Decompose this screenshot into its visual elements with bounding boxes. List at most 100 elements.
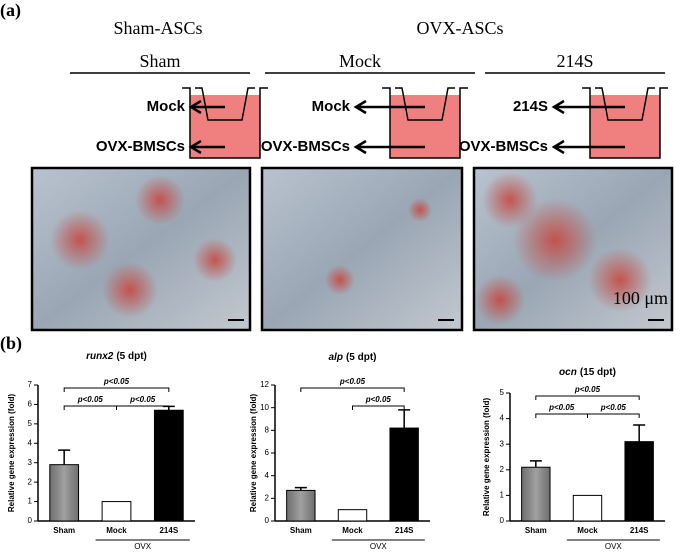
significance-bracket <box>116 405 170 410</box>
arrow <box>353 99 425 115</box>
insert-label: Mock <box>312 98 351 115</box>
error-bar <box>58 449 71 465</box>
significance-bracket <box>300 387 405 392</box>
significance-label: p<0.05 <box>600 403 627 412</box>
y-tick-label: 4 <box>500 414 505 423</box>
y-tick-label: 2 <box>265 493 270 502</box>
chart-title: runx2 (5 dpt) <box>86 351 147 362</box>
y-tick-label: 5 <box>28 419 33 428</box>
y-axis-label: Relative gene expression (fold) <box>482 398 491 517</box>
bar <box>389 427 419 522</box>
y-tick-label: 4 <box>265 471 270 480</box>
y-tick-label: 3 <box>28 458 33 467</box>
x-tick-label: 214S <box>159 526 178 535</box>
y-axis-label: Relative gene expression (fold) <box>249 394 258 513</box>
y-tick-label: 6 <box>28 400 33 409</box>
bar <box>153 409 184 522</box>
well <box>590 95 660 158</box>
gene-name: alp <box>329 352 343 363</box>
significance-bracket <box>63 387 170 392</box>
condition-label: Sham <box>139 51 180 71</box>
significance-label: p<0.05 <box>339 377 366 386</box>
group-label: Sham-ASCs <box>113 18 202 38</box>
arrow <box>353 139 425 155</box>
significance-label: p<0.05 <box>129 395 156 404</box>
condition-label: 214S <box>556 51 593 71</box>
x-tick-label: 214S <box>630 526 649 535</box>
y-tick-label: 6 <box>265 448 270 457</box>
condition-label: Mock <box>339 51 381 71</box>
well <box>190 95 260 158</box>
x-tick-label: Mock <box>106 526 127 535</box>
significance-label: p<0.05 <box>77 395 104 404</box>
group-label: OVX <box>605 542 623 551</box>
y-tick-label: 0 <box>265 516 270 525</box>
x-tick-label: Sham <box>290 526 312 535</box>
y-tick-label: 10 <box>260 403 269 412</box>
y-tick-label: 3 <box>500 439 505 448</box>
x-tick-label: Sham <box>53 526 75 535</box>
gene-name: runx2 <box>86 351 114 362</box>
bar <box>572 494 603 522</box>
gene-name: ocn <box>559 367 577 378</box>
well-label: OVX-BMSCs <box>96 138 185 155</box>
x-tick-label: 214S <box>395 526 414 535</box>
chart-title: alp (5 dpt) <box>329 352 377 363</box>
error-bar <box>294 486 307 491</box>
bar <box>624 441 654 522</box>
significance-label: p<0.05 <box>548 403 575 412</box>
bar <box>49 464 80 522</box>
well-outline <box>382 87 468 159</box>
significance-bracket <box>535 395 640 400</box>
significance-label: p<0.05 <box>365 395 392 404</box>
error-bar <box>398 409 411 429</box>
significance-label: p<0.05 <box>103 377 130 386</box>
chart-title: ocn (15 dpt) <box>559 367 616 378</box>
time-note: (5 dpt) <box>116 351 147 362</box>
group-label: OVX <box>134 542 152 551</box>
y-axis-label: Relative gene expression (fold) <box>7 394 16 513</box>
insert <box>595 87 655 121</box>
x-tick-label: Mock <box>577 526 598 535</box>
error-bar <box>633 424 646 442</box>
time-note: (15 dpt) <box>580 367 616 378</box>
y-tick-label: 0 <box>28 516 33 525</box>
x-tick-label: Mock <box>342 526 363 535</box>
panel-label: (b) <box>0 333 22 354</box>
significance-bracket <box>535 413 588 418</box>
panel-label: (a) <box>0 0 21 21</box>
arrow <box>551 99 625 115</box>
y-tick-label: 4 <box>28 438 33 447</box>
insert-label: 214S <box>513 98 548 115</box>
insert-label: Mock <box>147 98 186 115</box>
well-label: OVX-BMSCs <box>459 138 548 155</box>
significance-bracket <box>63 405 117 410</box>
schematics: Mock OVX-BMSCs Mock OVX-BMSCs 214S OVX-BMSCs <box>96 87 668 159</box>
significance-bracket <box>587 413 640 418</box>
well <box>390 95 460 158</box>
well-outline <box>582 87 668 159</box>
arrow <box>551 139 625 155</box>
scale-bar-label: 100 μm <box>613 288 668 308</box>
bar <box>286 489 316 522</box>
y-tick-label: 2 <box>28 477 33 486</box>
significance-label: p<0.05 <box>574 385 601 394</box>
y-tick-label: 8 <box>265 425 270 434</box>
y-tick-label: 7 <box>28 380 33 389</box>
insert <box>195 87 255 121</box>
arrow <box>188 99 225 115</box>
y-tick-label: 12 <box>260 380 269 389</box>
arrow <box>188 139 225 155</box>
bar <box>101 501 132 522</box>
significance-bracket <box>352 405 405 410</box>
bar <box>521 466 551 522</box>
y-tick-label: 0 <box>500 516 505 525</box>
x-tick-label: Sham <box>525 526 547 535</box>
micrographs <box>30 166 674 332</box>
y-tick-label: 1 <box>500 491 505 500</box>
group-label: OVX-ASCs <box>416 18 503 38</box>
y-tick-label: 2 <box>500 465 505 474</box>
error-bar <box>529 460 542 468</box>
y-tick-label: 1 <box>28 497 33 506</box>
